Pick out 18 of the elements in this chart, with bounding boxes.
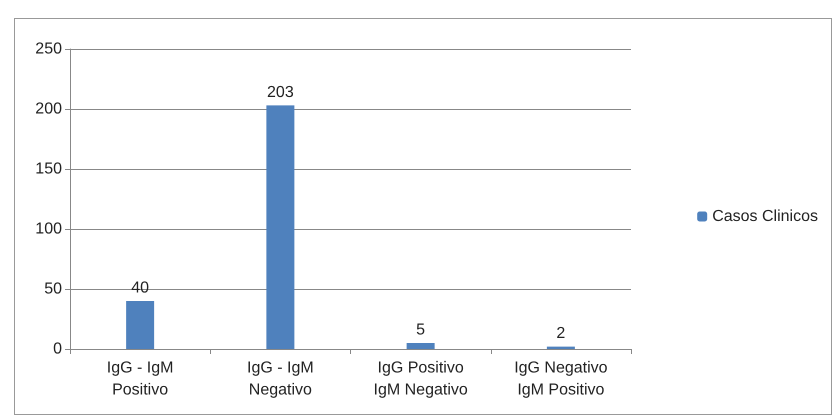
- data-label: 2: [556, 325, 566, 342]
- y-tick-label: 150: [35, 160, 62, 178]
- x-tick-label: IgG Negativo IgM Positivo: [514, 360, 608, 398]
- y-tick-label: 50: [44, 280, 62, 298]
- y-tick-label: 100: [35, 220, 62, 238]
- bar: [126, 301, 154, 349]
- x-tick-label: IgG Positivo IgM Negativo: [373, 360, 468, 398]
- y-tick-label: 0: [53, 340, 62, 358]
- bar: [406, 343, 435, 349]
- bar: [266, 105, 294, 349]
- data-label: 5: [416, 322, 426, 338]
- x-tick-label: IgG - IgM Negativo: [247, 360, 314, 398]
- x-tick-label: IgG - IgM Positivo: [106, 360, 174, 398]
- legend-label: Casos Clinicos: [712, 208, 818, 225]
- data-label: 40: [131, 280, 150, 296]
- y-tick-label: 250: [35, 40, 62, 58]
- data-label: 203: [267, 84, 294, 101]
- y-tick-label: 200: [35, 100, 62, 118]
